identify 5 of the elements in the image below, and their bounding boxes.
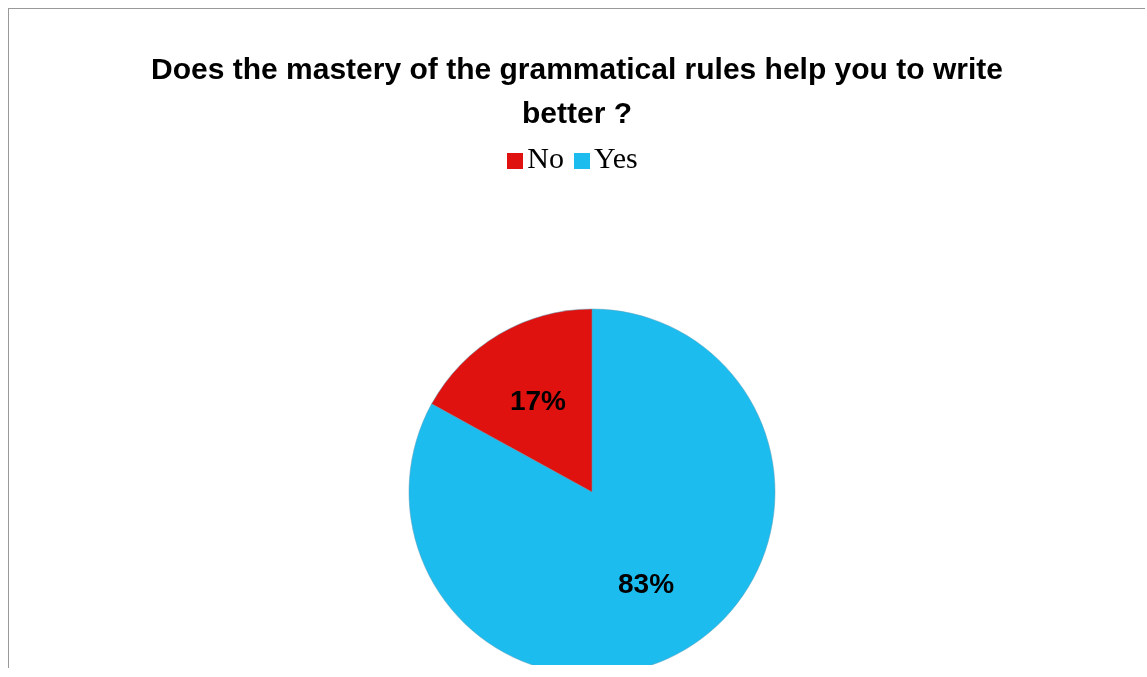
legend-label: No [527,141,564,174]
legend-label: Yes [594,141,638,174]
chart-title: Does the mastery of the grammatical rules help you to write better ? [150,51,1004,131]
data-label: 17% [509,385,567,417]
data-label: 83% [618,567,675,599]
